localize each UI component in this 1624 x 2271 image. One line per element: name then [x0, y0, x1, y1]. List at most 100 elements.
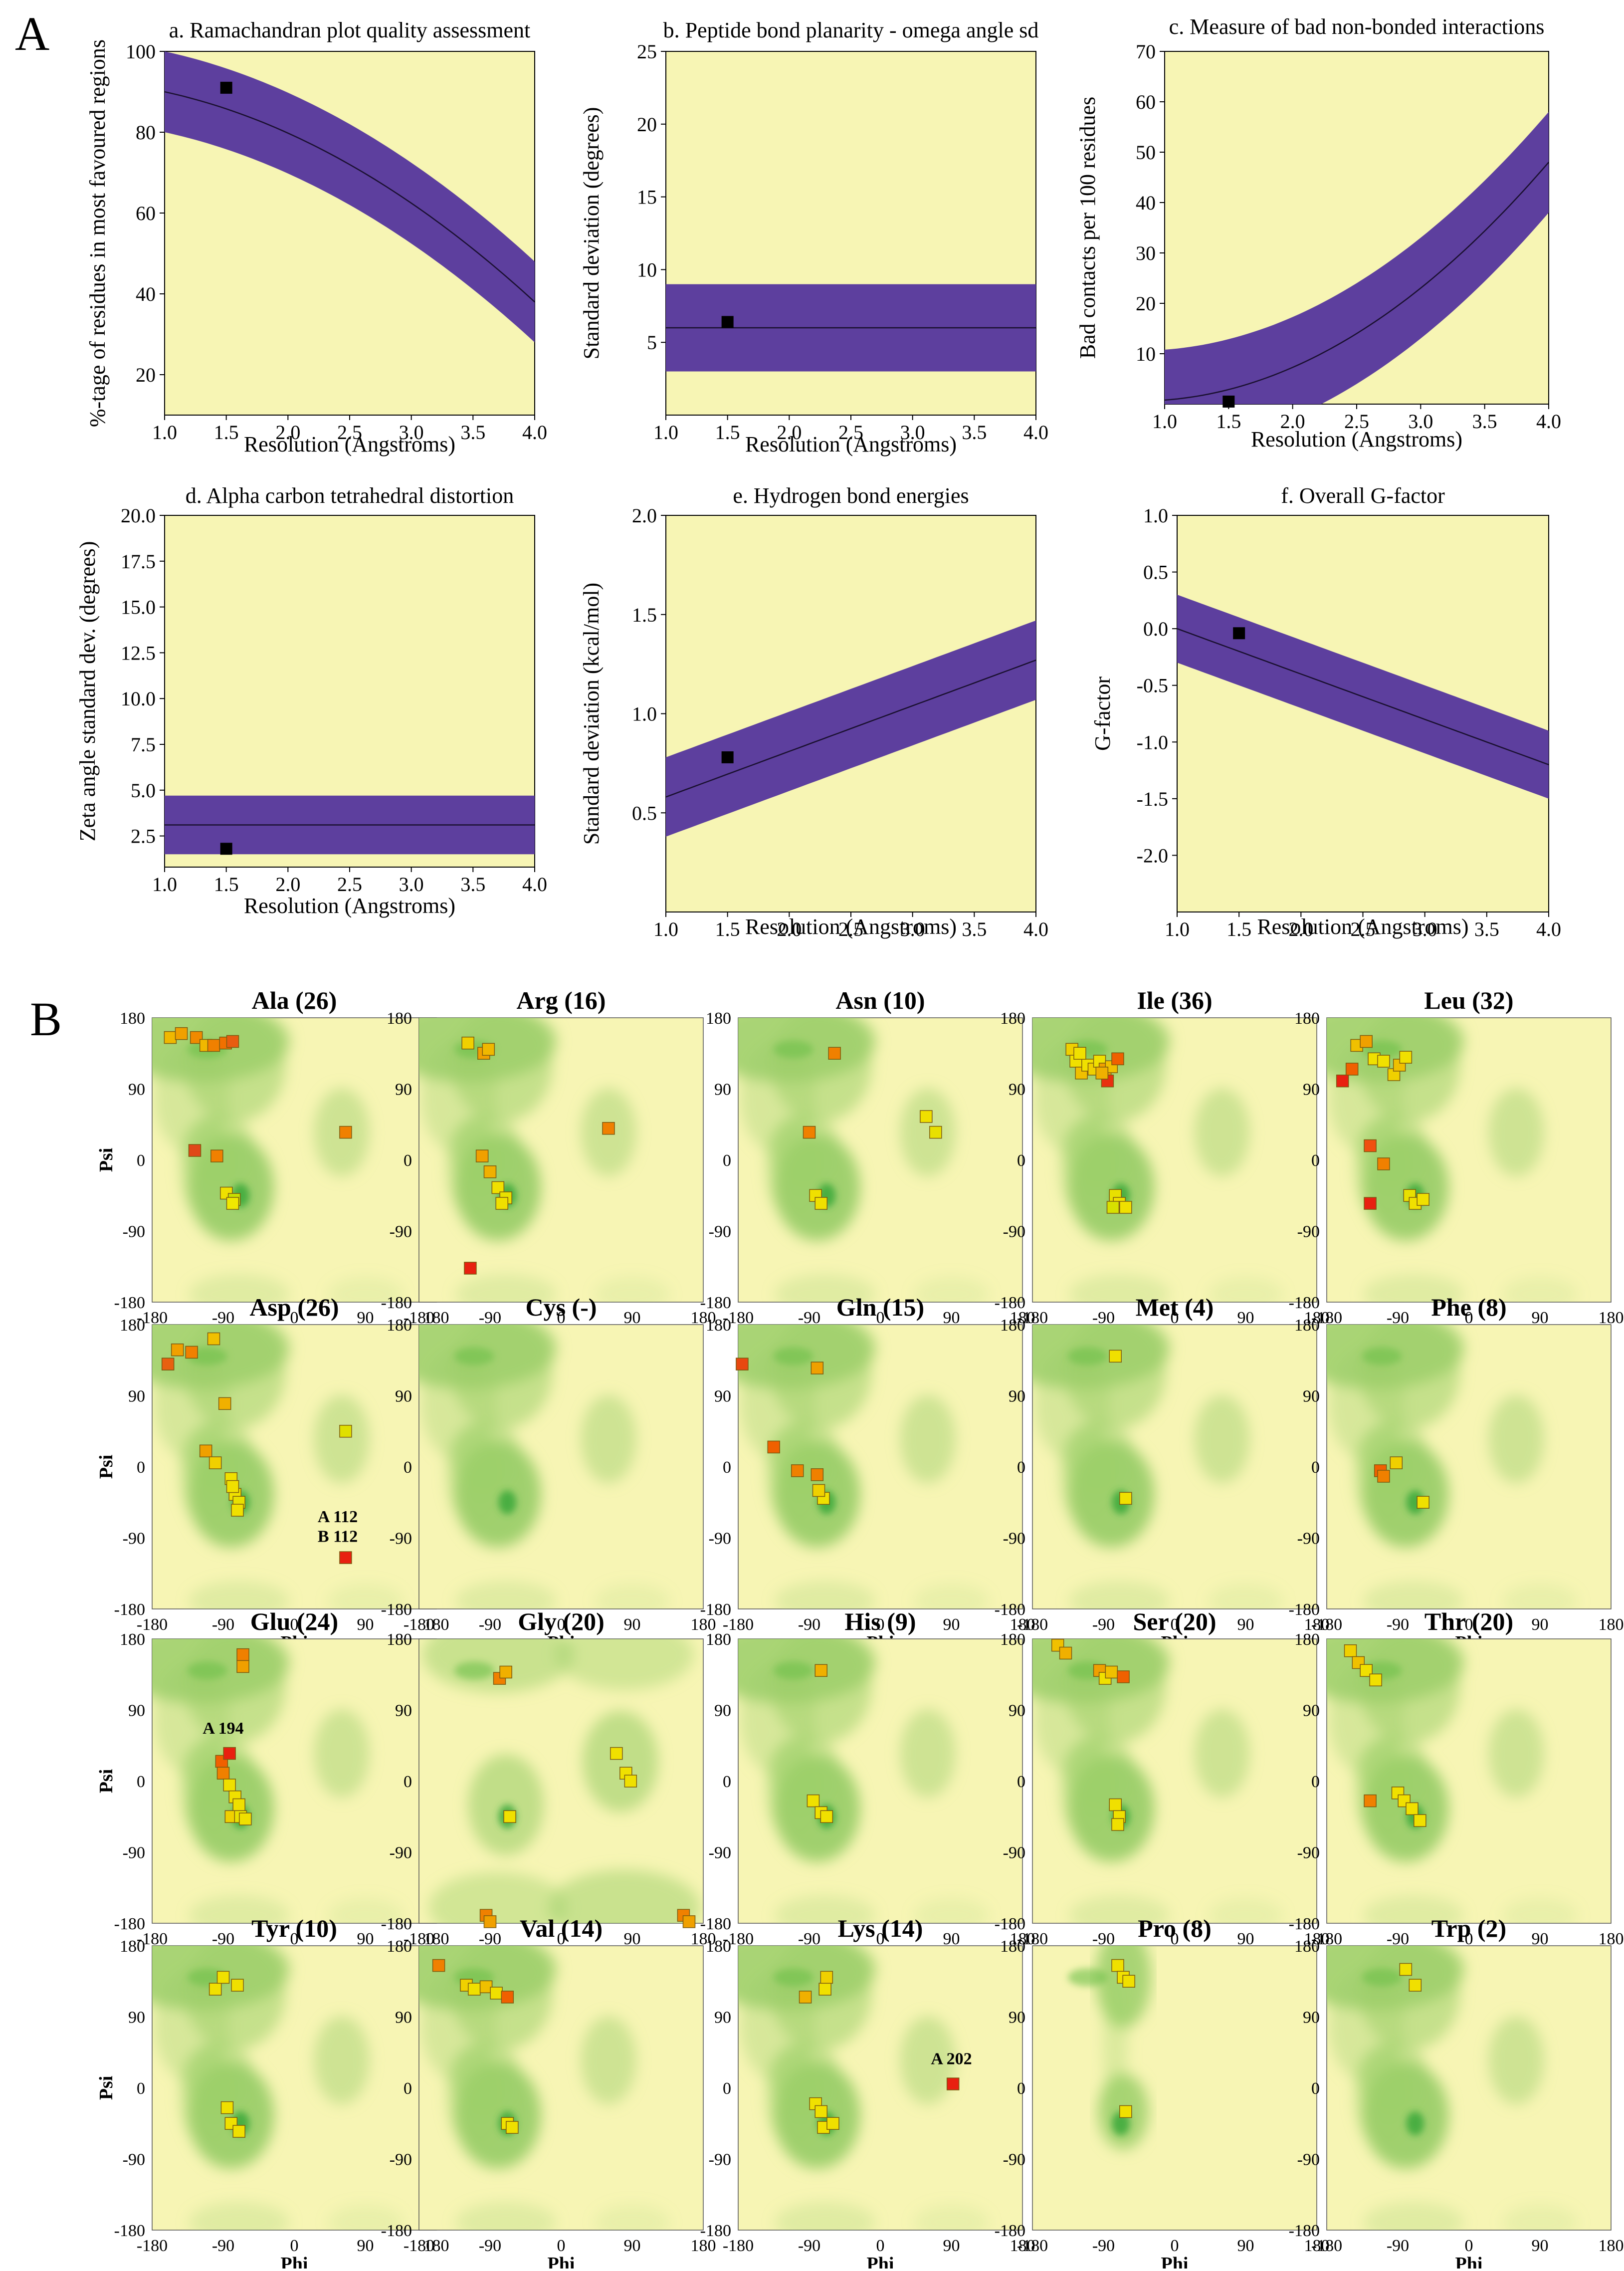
psi-tick-label: 90: [714, 1081, 731, 1099]
plot-title: Glu (24): [250, 1607, 338, 1635]
residue-point: [803, 1126, 816, 1139]
x-axis-label: Resolution (Angstroms): [745, 432, 957, 456]
y-tick-label: 30: [1136, 242, 1156, 264]
psi-tick-label: 0: [1311, 1151, 1320, 1170]
x-tick-label: 2.5: [838, 918, 863, 940]
phi-tick-label: 180: [1304, 1930, 1330, 1948]
y-axis-label: G-factor: [1090, 677, 1115, 751]
phi-tick-label: -90: [479, 2237, 501, 2255]
phi-tick-label: 180: [1599, 2237, 1624, 2255]
residue-point: [207, 1039, 220, 1052]
plot-title: Val (14): [520, 1914, 603, 1942]
plot-title: Ser (20): [1133, 1607, 1216, 1635]
residue-point: [185, 1346, 198, 1359]
x-tick-label: 1.0: [1165, 918, 1190, 940]
plot-title: Thr (20): [1424, 1607, 1513, 1635]
residue-point: [1111, 1818, 1124, 1831]
plot-title: Phe (8): [1431, 1293, 1506, 1321]
structure-point-marker: [1233, 627, 1245, 640]
plot-title: Asn (10): [835, 986, 925, 1014]
x-tick-label: 3.0: [900, 421, 925, 444]
y-tick-label: 5.0: [131, 779, 156, 802]
y-tick-label: 15: [637, 186, 657, 209]
phi-tick-label: -90: [1387, 1309, 1409, 1327]
psi-tick-label: 180: [1000, 1009, 1025, 1028]
y-axis-label: %-tage of residues in most favoured regi…: [85, 39, 110, 427]
phi-tick-label: 180: [1599, 1930, 1624, 1948]
y-tick-label: 1.5: [632, 604, 657, 626]
psi-tick-label: -90: [1297, 1530, 1320, 1548]
y-tick-label: 50: [1136, 141, 1156, 164]
plot-title: Arg (16): [516, 986, 606, 1014]
x-tick-label: 2.0: [275, 873, 300, 896]
psi-tick-label: -90: [1003, 1223, 1025, 1241]
mean-line: [165, 91, 535, 303]
residue-point: [216, 1767, 230, 1780]
psi-tick-label: -90: [123, 1844, 145, 1862]
residue-point: [475, 1149, 489, 1162]
psi-tick-label: 180: [706, 1316, 731, 1335]
x-tick-label: 3.0: [900, 918, 925, 940]
x-tick-label: 3.5: [460, 873, 485, 896]
chart-title: e. Hydrogen bond energies: [733, 483, 969, 508]
psi-tick-label: -180: [1289, 1294, 1320, 1312]
y-tick-label: 1.0: [1143, 504, 1168, 527]
y-tick-label: -1.5: [1137, 788, 1168, 810]
residue-point: [483, 1165, 497, 1178]
residue-point: [1051, 1638, 1064, 1652]
residue-point: [483, 1915, 497, 1928]
residue-point: [1109, 1798, 1122, 1812]
psi-tick-label: 180: [387, 1009, 412, 1028]
residue-point: [231, 1504, 244, 1517]
phi-tick-label: 0: [290, 1615, 299, 1634]
residue-annotation: A 202: [931, 2050, 972, 2068]
residue-point: [208, 1983, 222, 1996]
psi-axis-label: Psi: [96, 1769, 117, 1794]
x-tick-label: 3.5: [1474, 918, 1499, 940]
allowed-region-shading: [152, 1325, 404, 1609]
structure-point-marker: [721, 316, 734, 328]
phi-tick-label: -90: [1387, 1615, 1409, 1634]
plot-title: Ile (36): [1137, 986, 1212, 1014]
residue-annotation: B 112: [318, 1527, 358, 1546]
x-tick-label: 1.0: [653, 918, 678, 940]
y-tick-label: 20: [136, 364, 156, 386]
allowed-region-shading: [1327, 1018, 1578, 1302]
phi-tick-label: 0: [290, 2237, 299, 2255]
residue-point: [1369, 1673, 1382, 1687]
residue-point: [818, 1983, 831, 1996]
y-tick-label: 7.5: [131, 733, 156, 756]
psi-tick-label: -180: [995, 2222, 1025, 2240]
residue-point: [610, 1747, 623, 1760]
residue-point: [1399, 1051, 1413, 1064]
psi-tick-label: -90: [390, 1844, 412, 1862]
residue-point: [826, 2117, 839, 2130]
psi-axis-label: Psi: [96, 1148, 117, 1172]
psi-tick-label: 90: [395, 1387, 412, 1406]
phi-tick-label: -180: [1311, 1930, 1342, 1948]
residue-point: [1399, 1963, 1413, 1976]
x-tick-label: 3.5: [1472, 410, 1497, 433]
phi-tick-label: 90: [357, 2237, 374, 2255]
expected-range-band: [1165, 112, 1549, 404]
psi-tick-label: 90: [128, 1081, 145, 1099]
residue-point: [736, 1358, 749, 1370]
phi-tick-label: 90: [357, 1309, 374, 1327]
x-tick-label: 4.0: [522, 873, 547, 896]
expected-range-band: [165, 51, 535, 343]
psi-tick-label: -180: [995, 1600, 1025, 1619]
residue-point: [199, 1444, 212, 1458]
residue-point: [1417, 1193, 1429, 1206]
psi-tick-label: 180: [120, 1009, 145, 1028]
y-tick-label: 2.5: [131, 825, 156, 848]
phi-tick-label: -180: [404, 1930, 434, 1948]
residue-point: [207, 1332, 220, 1346]
x-tick-label: 2.0: [1288, 918, 1313, 940]
phi-tick-label: -180: [1017, 1930, 1048, 1948]
y-tick-label: 15.0: [121, 596, 156, 619]
